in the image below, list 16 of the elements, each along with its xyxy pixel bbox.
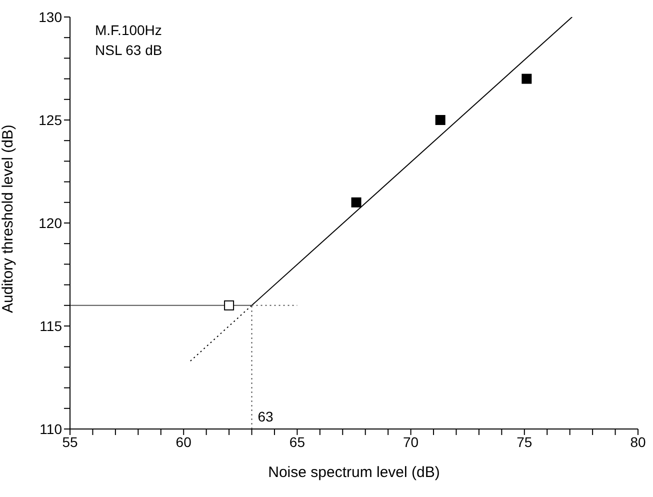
y-axis-title: Auditory threshold level (dB) [0, 124, 16, 313]
y-tick-label: 120 [38, 214, 62, 231]
x-tick-label: 70 [403, 434, 419, 450]
annotation: NSL 63 dB [95, 41, 162, 60]
x-tick-label: 80 [630, 434, 646, 450]
y-tick-label: 110 [40, 420, 62, 437]
x-tick-label: 65 [289, 434, 306, 450]
annotation: M.F.100Hz [95, 21, 162, 40]
y-tick-label: 125 [38, 112, 62, 128]
y-tick-label: 115 [40, 318, 62, 334]
x-tick-label: 55 [62, 434, 78, 450]
x-axis-title: Noise spectrum level (dB) [268, 464, 440, 481]
annotation: 63 [258, 408, 274, 425]
x-tick-label: 75 [516, 434, 532, 450]
x-tick-label: 60 [176, 434, 192, 450]
y-tick-label: 130 [38, 8, 62, 25]
